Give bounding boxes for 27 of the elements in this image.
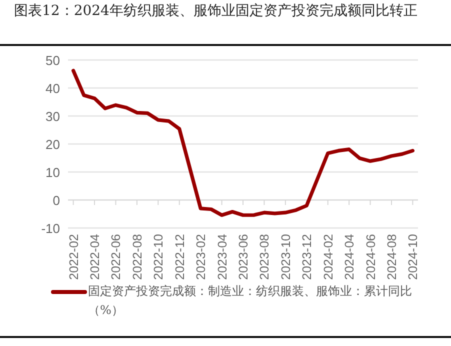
x-tick-label: 2023-06 [236, 234, 250, 280]
y-tick-label: 20 [46, 137, 60, 152]
x-tick-label: 2024-10 [406, 234, 420, 280]
x-tick-label: 2022-10 [152, 234, 166, 280]
x-tick-label: 2023-02 [194, 234, 208, 280]
x-tick-label: 2024-08 [384, 234, 399, 280]
x-tick-label: 2022-12 [172, 234, 187, 280]
chart-title: 图表12：2024年纺织服装、服饰业固定资产投资完成额同比转正 [14, 2, 418, 21]
legend-label: 固定资产投资完成额：制造业：纺织服装、服饰业：累计同比（%） [88, 283, 413, 319]
x-tick-label: 2023-10 [278, 234, 293, 280]
x-tick-label: 2024-02 [321, 234, 336, 280]
x-tick-label: 2022-08 [130, 234, 144, 280]
x-tick-label: 2022-02 [66, 234, 81, 280]
x-tick-label: 2022-06 [109, 234, 124, 280]
line-series [72, 68, 414, 217]
x-tick-label: 2024-06 [364, 234, 378, 280]
x-tick-label: 2023-12 [300, 234, 314, 280]
y-tick-label: 40 [46, 81, 60, 96]
x-tick-label: 2022-04 [88, 234, 102, 280]
x-tick-label: 2023-08 [258, 234, 272, 280]
y-tick-label: 0 [52, 193, 60, 208]
x-tick-label: 2023-04 [215, 234, 230, 280]
y-tick-label: 50 [46, 53, 60, 68]
x-tick-label: 2024-04 [342, 234, 357, 280]
y-tick-label: 10 [46, 165, 60, 180]
y-tick-label: -10 [41, 221, 60, 236]
y-tick-label: 30 [46, 109, 60, 124]
